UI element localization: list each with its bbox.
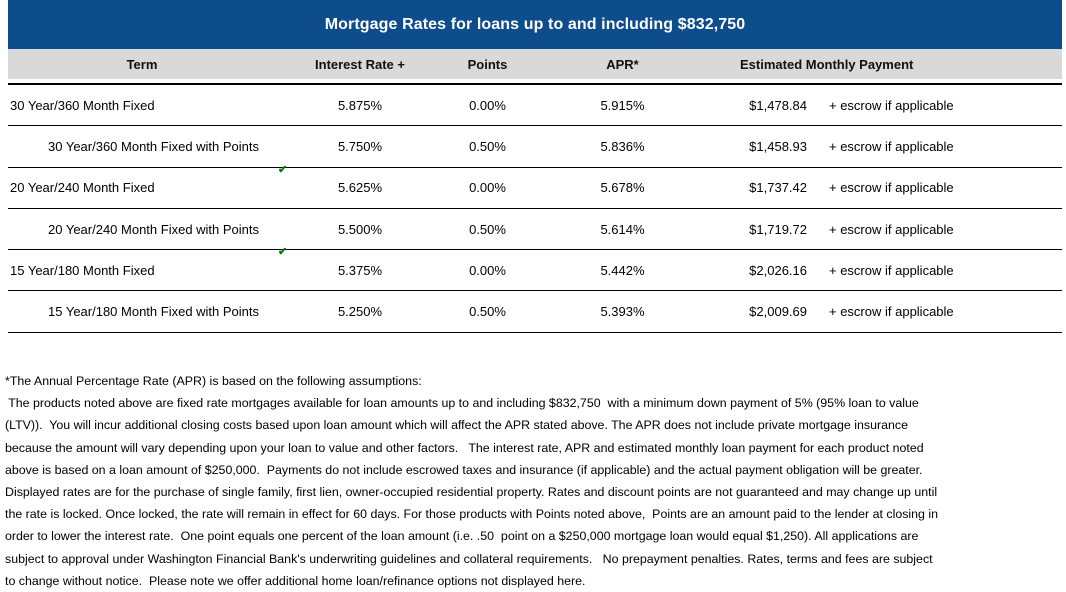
payment-cell: $2,026.16 xyxy=(749,262,807,278)
header-rate: Interest Rate + xyxy=(315,56,405,72)
points-cell: 0.50% xyxy=(469,138,506,154)
points-cell: 0.00% xyxy=(469,262,506,278)
table-title: Mortgage Rates for loans up to and inclu… xyxy=(324,15,746,33)
footnote-line: because the amount will vary depending u… xyxy=(5,440,924,455)
header-points: Points xyxy=(467,56,508,72)
footnote-line: Displayed rates are for the purchase of … xyxy=(5,485,938,500)
payment-cell: $1,458.93 xyxy=(749,138,807,154)
escrow-note: + escrow if applicable xyxy=(829,180,954,196)
header-apr: APR* xyxy=(606,56,639,72)
term-cell: 30 Year/360 Month Fixed with Points xyxy=(48,138,260,154)
header-term: Term xyxy=(126,56,158,72)
footnote-line: The products noted above are fixed rate … xyxy=(5,396,919,411)
points-cell: 0.50% xyxy=(469,221,506,237)
rate-cell: 5.375% xyxy=(337,262,383,278)
payment-cell: $1,478.84 xyxy=(749,97,807,113)
green-check-icon xyxy=(278,246,290,258)
apr-cell: 5.393% xyxy=(600,304,645,320)
footnote-line: to change without notice. Please note we… xyxy=(5,573,586,588)
table-row: 20 Year/240 Month Fixed with Points 5.50… xyxy=(8,209,1062,251)
apr-cell: 5.614% xyxy=(600,221,645,237)
rate-cell: 5.875% xyxy=(337,97,383,113)
rate-cell: 5.625% xyxy=(337,180,383,196)
table-row: 30 Year/360 Month Fixed with Points 5.75… xyxy=(8,126,1062,168)
table-title-bar: Mortgage Rates for loans up to and inclu… xyxy=(8,0,1062,49)
term-cell: 15 Year/180 Month Fixed xyxy=(10,262,155,278)
payment-cell: $1,737.42 xyxy=(749,180,807,196)
escrow-note: + escrow if applicable xyxy=(829,138,954,154)
footnote-line: above is based on a loan amount of $250,… xyxy=(5,462,923,477)
escrow-note: + escrow if applicable xyxy=(829,262,954,278)
points-cell: 0.00% xyxy=(469,97,506,113)
payment-cell: $2,009.69 xyxy=(749,304,807,320)
term-cell: 20 Year/240 Month Fixed xyxy=(10,180,155,196)
term-cell: 15 Year/180 Month Fixed with Points xyxy=(48,304,260,320)
green-check-icon xyxy=(278,164,290,176)
apr-cell: 5.678% xyxy=(600,180,645,196)
footnote-line: the rate is locked. Once locked, the rat… xyxy=(5,507,939,522)
footnote-line: subject to approval under Washington Fin… xyxy=(5,551,933,566)
points-cell: 0.50% xyxy=(469,304,506,320)
apr-cell: 5.836% xyxy=(600,138,645,154)
table-row: 20 Year/240 Month Fixed 5.625% 0.00% 5.6… xyxy=(8,168,1062,209)
footnote-line: order to lower the interest rate. One po… xyxy=(5,529,919,544)
apr-disclosure-footnote: *The Annual Percentage Rate (APR) is bas… xyxy=(5,370,1065,592)
apr-cell: 5.915% xyxy=(600,97,645,113)
rate-cell: 5.500% xyxy=(337,221,383,237)
term-cell: 20 Year/240 Month Fixed with Points xyxy=(48,221,260,237)
rate-cell: 5.750% xyxy=(337,138,383,154)
rate-table: Mortgage Rates for loans up to and inclu… xyxy=(8,0,1062,333)
escrow-note: + escrow if applicable xyxy=(829,221,954,237)
term-cell: 30 Year/360 Month Fixed xyxy=(10,97,155,113)
table-row: 15 Year/180 Month Fixed with Points 5.25… xyxy=(8,291,1062,333)
column-header-row: Term Interest Rate + Points APR* Estimat… xyxy=(8,49,1062,79)
points-cell: 0.00% xyxy=(469,180,506,196)
payment-cell: $1,719.72 xyxy=(749,221,807,237)
escrow-note: + escrow if applicable xyxy=(829,97,954,113)
header-payment: Estimated Monthly Payment xyxy=(740,56,914,72)
table-body: 30 Year/360 Month Fixed 5.875% 0.00% 5.9… xyxy=(8,83,1062,333)
escrow-note: + escrow if applicable xyxy=(829,304,954,320)
table-row: 30 Year/360 Month Fixed 5.875% 0.00% 5.9… xyxy=(8,85,1062,127)
footnote-line: (LTV)). You will incur additional closin… xyxy=(5,418,908,433)
apr-cell: 5.442% xyxy=(600,262,645,278)
footnote-line: *The Annual Percentage Rate (APR) is bas… xyxy=(5,374,422,388)
table-row: 15 Year/180 Month Fixed 5.375% 0.00% 5.4… xyxy=(8,250,1062,292)
rate-cell: 5.250% xyxy=(337,304,383,320)
